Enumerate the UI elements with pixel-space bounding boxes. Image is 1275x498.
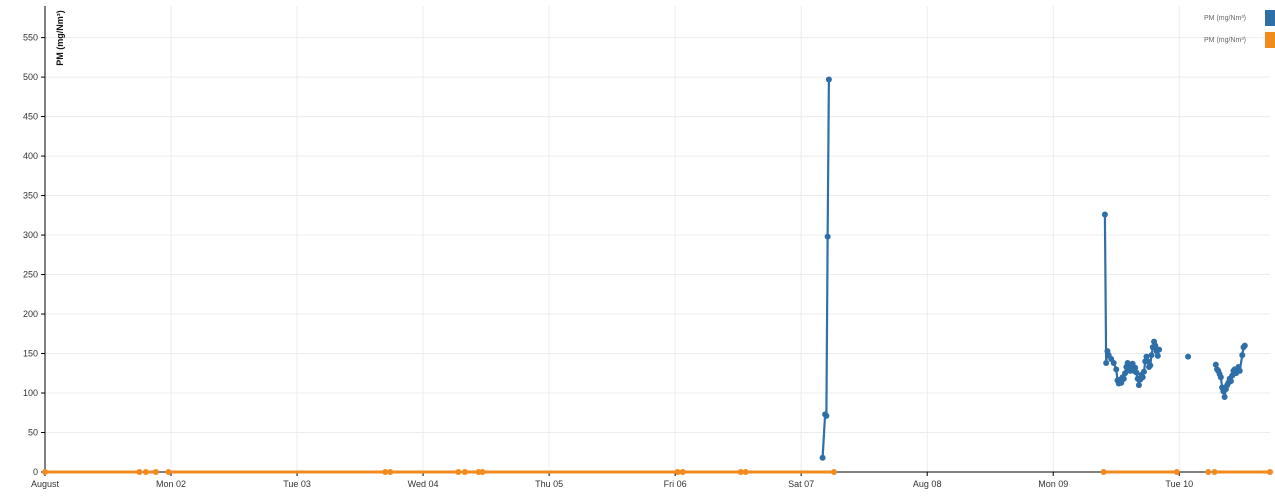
data-point [1152, 342, 1159, 349]
data-point [674, 469, 681, 475]
data-point [819, 454, 826, 461]
y-tick-label: 500 [23, 72, 38, 82]
y-tick-label: 0 [33, 467, 38, 477]
data-point [1143, 353, 1150, 360]
data-point [1211, 469, 1218, 475]
x-tick-label: Sat 07 [788, 479, 814, 489]
axes [44, 6, 1270, 473]
x-tick-label: Tue 10 [1165, 479, 1193, 489]
data-point [1139, 374, 1146, 381]
data-point [382, 469, 389, 475]
data-point [1241, 342, 1248, 349]
data-point [737, 469, 744, 475]
data-point [1221, 393, 1228, 400]
data-point [1113, 366, 1120, 373]
data-point [165, 469, 172, 475]
x-tick-label: Aug 08 [913, 479, 942, 489]
data-point [824, 233, 831, 240]
data-point [142, 469, 149, 475]
y-tick-label: 300 [23, 230, 38, 240]
data-point [1110, 360, 1117, 366]
x-ticks: August Mon 02 Tue 03 Wed 04 Thu 05 Fri 06 Sat … [31, 472, 1193, 489]
data-point [1135, 382, 1142, 389]
data-point [461, 469, 468, 475]
data-point [1217, 374, 1224, 381]
data-point [1148, 352, 1155, 359]
y-tick-label: 400 [23, 151, 38, 161]
legend-label: PM (mg/Nm³) [1204, 15, 1246, 22]
data-point [1140, 368, 1147, 375]
data-point [1227, 378, 1234, 385]
data-point [1122, 370, 1129, 377]
y-tick-label: 450 [23, 112, 38, 122]
y-tick-label: 250 [23, 270, 38, 280]
series-0 [819, 76, 1248, 461]
data-point [1154, 352, 1161, 359]
y-tick-label: 50 [28, 428, 38, 438]
data-point [1133, 369, 1140, 376]
data-point [830, 469, 837, 475]
y-ticks: 0 50 100 150 200 250 300 350 400 450 500 550 [23, 33, 45, 477]
data-point [742, 469, 749, 475]
data-point [455, 469, 462, 475]
y-tick-label: 550 [23, 33, 38, 43]
data-point [823, 412, 830, 419]
legend-swatch [1265, 10, 1275, 26]
data-point [1205, 469, 1212, 475]
data-point [479, 469, 486, 475]
data-point [1173, 469, 1180, 475]
series-1 [42, 469, 1273, 475]
x-tick-label: Thu 05 [535, 479, 563, 489]
y-tick-label: 100 [23, 388, 38, 398]
grid [45, 6, 1270, 472]
x-tick-label: Wed 04 [408, 479, 439, 489]
y-axis-label: PM (mg/Nm³) [55, 10, 65, 66]
data-point [1147, 362, 1154, 369]
data-point [1101, 211, 1108, 218]
data-point [387, 469, 394, 475]
legend-label: PM (mg/Nm³) [1204, 37, 1246, 44]
y-tick-label: 200 [23, 309, 38, 319]
data-point [1267, 469, 1273, 475]
data-point [1212, 361, 1219, 368]
series-line-segment [821, 78, 830, 459]
x-tick-label: Mon 09 [1038, 479, 1068, 489]
data-point [1239, 352, 1246, 359]
y-tick-label: 150 [23, 349, 38, 359]
x-tick-label: Fri 06 [664, 479, 687, 489]
data-point [1236, 367, 1243, 374]
x-tick-label: August [31, 479, 60, 489]
data-point [679, 469, 686, 475]
data-point [1185, 353, 1192, 360]
data-point [1132, 364, 1139, 371]
data-point [42, 469, 48, 475]
data-point [1156, 346, 1163, 353]
legend: PM (mg/Nm³) PM (mg/Nm³) [1204, 10, 1275, 48]
legend-swatch [1265, 32, 1275, 48]
x-tick-label: Mon 02 [156, 479, 186, 489]
data-point [825, 76, 832, 83]
data-point [152, 469, 159, 475]
data-point [136, 469, 143, 475]
series [42, 76, 1273, 475]
y-tick-label: 350 [23, 191, 38, 201]
data-point [1120, 375, 1127, 382]
x-tick-label: Tue 03 [283, 479, 311, 489]
data-point [1103, 360, 1110, 366]
data-point [1100, 469, 1107, 475]
